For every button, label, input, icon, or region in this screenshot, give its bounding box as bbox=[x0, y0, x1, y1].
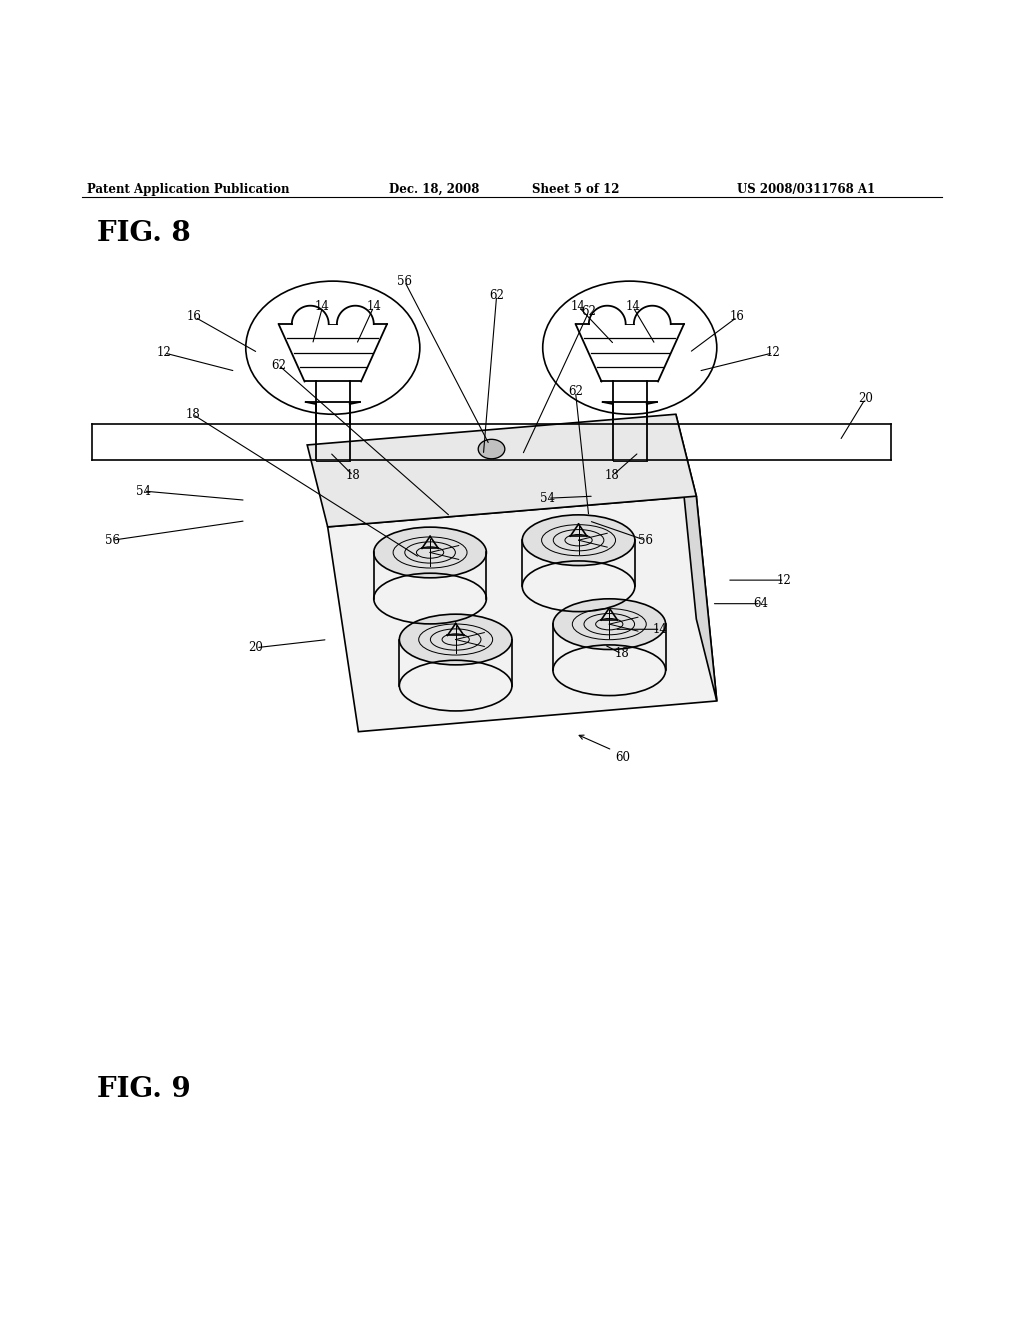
Text: Patent Application Publication: Patent Application Publication bbox=[87, 182, 290, 195]
Ellipse shape bbox=[553, 599, 666, 649]
Text: 14: 14 bbox=[367, 300, 381, 313]
Text: 56: 56 bbox=[397, 275, 412, 288]
Text: Sheet 5 of 12: Sheet 5 of 12 bbox=[532, 182, 620, 195]
Text: 62: 62 bbox=[271, 359, 286, 372]
Text: 62: 62 bbox=[568, 385, 583, 399]
Text: 60: 60 bbox=[615, 751, 630, 764]
Text: 18: 18 bbox=[185, 408, 200, 421]
Ellipse shape bbox=[374, 527, 486, 578]
Text: 18: 18 bbox=[346, 469, 360, 482]
Text: 56: 56 bbox=[638, 533, 652, 546]
Ellipse shape bbox=[478, 440, 505, 459]
Text: 62: 62 bbox=[582, 305, 596, 318]
Text: US 2008/0311768 A1: US 2008/0311768 A1 bbox=[737, 182, 876, 195]
Text: 20: 20 bbox=[858, 392, 872, 405]
Text: 14: 14 bbox=[571, 300, 586, 313]
Text: 20: 20 bbox=[249, 642, 263, 655]
Ellipse shape bbox=[522, 515, 635, 565]
Text: 14: 14 bbox=[626, 300, 640, 313]
Text: 64: 64 bbox=[754, 597, 768, 610]
Text: FIG. 9: FIG. 9 bbox=[97, 1076, 191, 1104]
Polygon shape bbox=[328, 496, 717, 731]
Text: Dec. 18, 2008: Dec. 18, 2008 bbox=[389, 182, 479, 195]
Text: 18: 18 bbox=[614, 647, 629, 660]
Polygon shape bbox=[307, 414, 696, 527]
Text: FIG. 8: FIG. 8 bbox=[97, 219, 191, 247]
Text: 14: 14 bbox=[653, 623, 668, 636]
Text: 54: 54 bbox=[541, 492, 555, 504]
Text: 16: 16 bbox=[730, 310, 744, 323]
Text: 56: 56 bbox=[105, 533, 120, 546]
Text: 12: 12 bbox=[157, 346, 171, 359]
Text: 62: 62 bbox=[489, 289, 504, 302]
Ellipse shape bbox=[399, 614, 512, 665]
Text: 12: 12 bbox=[766, 346, 780, 359]
Text: 16: 16 bbox=[187, 310, 202, 323]
Text: 14: 14 bbox=[315, 300, 330, 313]
Text: 12: 12 bbox=[777, 574, 792, 586]
Text: 18: 18 bbox=[605, 469, 620, 482]
Polygon shape bbox=[676, 414, 717, 701]
Text: 54: 54 bbox=[136, 484, 151, 498]
